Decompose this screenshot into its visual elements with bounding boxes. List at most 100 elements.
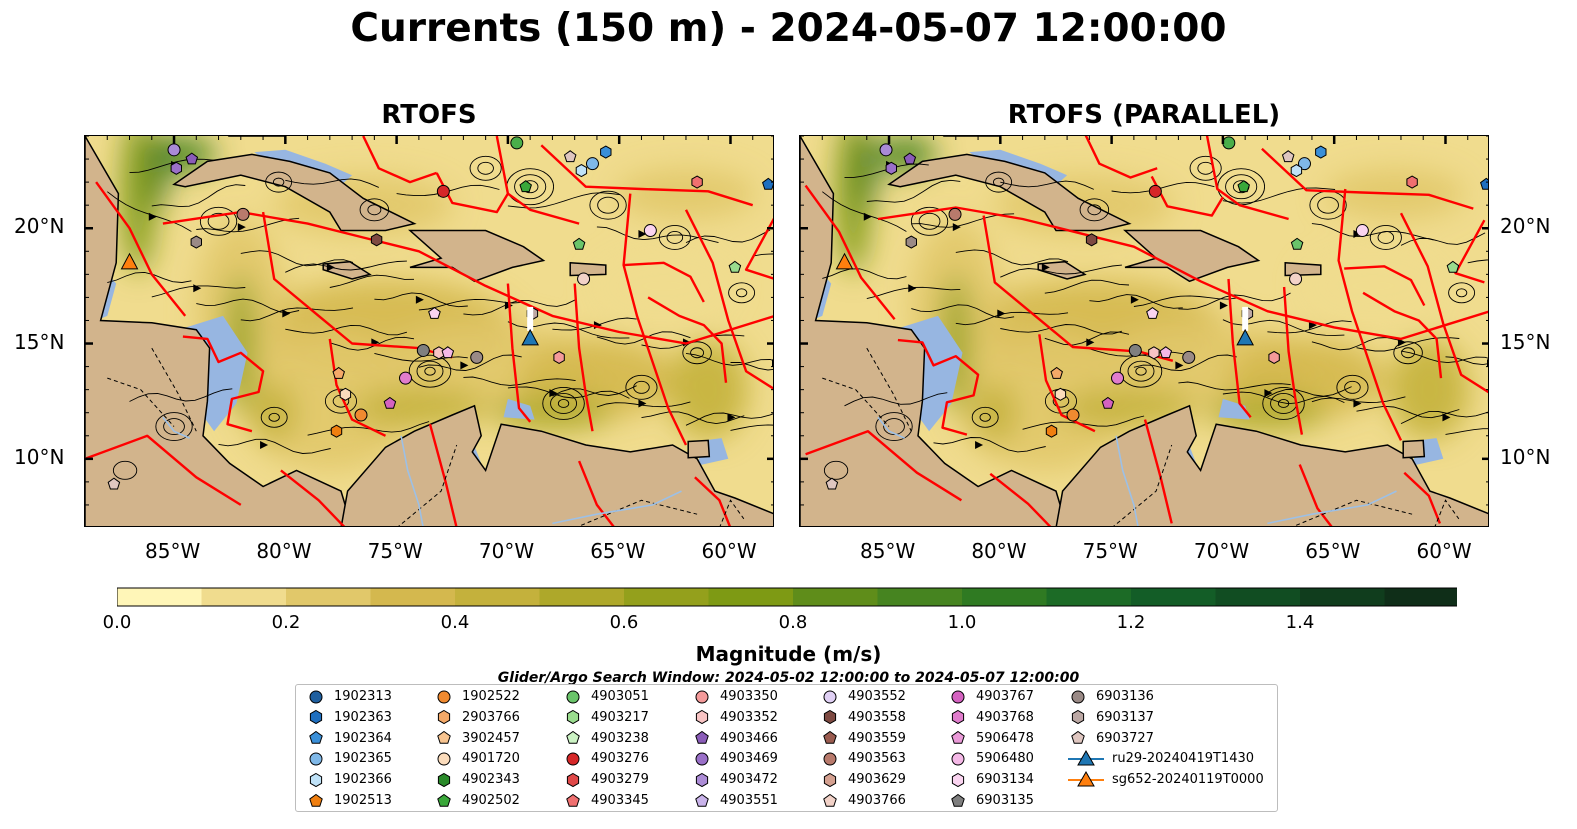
streamline bbox=[240, 250, 354, 267]
speed-blob bbox=[1302, 250, 1443, 321]
eddy-streamline bbox=[1225, 174, 1258, 200]
legend-marker-icon bbox=[695, 730, 709, 744]
argo-float-marker[interactable] bbox=[1281, 150, 1295, 163]
argo-float-marker[interactable] bbox=[354, 408, 368, 422]
argo-float-marker[interactable] bbox=[1355, 224, 1369, 238]
legend-label: 4903558 bbox=[848, 709, 906, 725]
map-panel-rtofs[interactable] bbox=[84, 135, 774, 527]
argo-float-marker[interactable] bbox=[585, 157, 599, 171]
legend-item: 4901720 bbox=[434, 748, 520, 769]
eez-boundary bbox=[182, 335, 265, 433]
argo-float-marker[interactable] bbox=[1297, 157, 1311, 171]
argo-float-marker[interactable] bbox=[1146, 306, 1159, 319]
argo-float-marker[interactable] bbox=[170, 161, 182, 175]
argo-float-marker[interactable] bbox=[905, 235, 917, 249]
streamline bbox=[552, 385, 637, 397]
argo-float-marker[interactable] bbox=[428, 306, 441, 319]
streamline bbox=[641, 411, 745, 425]
argo-float-marker[interactable] bbox=[553, 350, 565, 364]
argo-float-marker[interactable] bbox=[1148, 346, 1160, 360]
argo-float-marker[interactable] bbox=[330, 424, 343, 438]
argo-float-marker[interactable] bbox=[1066, 408, 1080, 422]
eddy-streamline bbox=[1087, 204, 1102, 216]
colorbar-tick-label: 1.0 bbox=[947, 612, 977, 633]
streamline bbox=[507, 386, 630, 399]
argo-float-marker[interactable] bbox=[399, 371, 413, 385]
argo-float-marker[interactable] bbox=[1045, 424, 1058, 438]
argo-float-marker[interactable] bbox=[107, 477, 121, 490]
argo-float-marker[interactable] bbox=[370, 233, 383, 247]
argo-float-marker[interactable] bbox=[236, 207, 250, 221]
argo-float-marker[interactable] bbox=[903, 152, 917, 165]
argo-float-marker[interactable] bbox=[441, 346, 455, 359]
argo-float-marker[interactable] bbox=[1290, 237, 1304, 250]
argo-float-marker[interactable] bbox=[1315, 145, 1327, 159]
eez-boundary bbox=[694, 476, 731, 526]
argo-float-marker[interactable] bbox=[1406, 175, 1418, 189]
argo-float-marker[interactable] bbox=[383, 396, 397, 409]
argo-float-marker[interactable] bbox=[575, 164, 588, 178]
eddy-streamline bbox=[910, 206, 949, 236]
legend-label: 5906480 bbox=[976, 751, 1034, 767]
eddy-streamline bbox=[1455, 288, 1468, 298]
argo-float-marker[interactable] bbox=[185, 152, 199, 165]
argo-float-marker[interactable] bbox=[948, 207, 962, 221]
argo-float-marker[interactable] bbox=[1148, 184, 1162, 198]
map-svg[interactable] bbox=[800, 136, 1489, 527]
argo-float-marker[interactable] bbox=[1128, 343, 1142, 357]
argo-float-marker[interactable] bbox=[339, 387, 352, 401]
argo-float-marker[interactable] bbox=[1050, 366, 1063, 379]
argo-float-marker[interactable] bbox=[416, 343, 430, 357]
argo-float-marker[interactable] bbox=[332, 366, 345, 379]
argo-float-marker[interactable] bbox=[825, 477, 839, 490]
argo-float-marker[interactable] bbox=[728, 260, 742, 273]
eddy-streamline bbox=[728, 282, 756, 304]
argo-float-marker[interactable] bbox=[1101, 396, 1115, 409]
legend-item: 5906480 bbox=[948, 748, 1034, 769]
argo-float-marker[interactable] bbox=[885, 161, 897, 175]
argo-float-marker[interactable] bbox=[470, 350, 484, 364]
argo-float-marker[interactable] bbox=[762, 177, 774, 190]
argo-float-marker[interactable] bbox=[879, 143, 893, 157]
eez-boundary bbox=[897, 338, 980, 436]
legend-item: 4903466 bbox=[692, 728, 778, 749]
glider-marker-sg652[interactable] bbox=[120, 252, 139, 270]
argo-float-marker[interactable] bbox=[1111, 371, 1125, 385]
streamline bbox=[1445, 356, 1488, 366]
argo-float-marker[interactable] bbox=[600, 145, 612, 159]
legend-marker-icon bbox=[566, 730, 580, 744]
argo-float-marker[interactable] bbox=[1268, 350, 1280, 364]
map-panel-rtofs-parallel[interactable] bbox=[799, 135, 1489, 527]
argo-float-marker[interactable] bbox=[510, 136, 524, 150]
argo-float-marker[interactable] bbox=[1480, 177, 1489, 190]
argo-float-marker[interactable] bbox=[1054, 387, 1067, 401]
argo-float-marker[interactable] bbox=[1159, 346, 1173, 359]
argo-float-marker[interactable] bbox=[1290, 164, 1303, 178]
glider-marker-ru29[interactable] bbox=[521, 328, 539, 346]
argo-float-marker[interactable] bbox=[1446, 260, 1460, 273]
argo-float-marker[interactable] bbox=[1222, 136, 1236, 150]
argo-float-marker[interactable] bbox=[572, 237, 586, 250]
argo-float-marker[interactable] bbox=[1289, 272, 1303, 286]
eddy-streamline bbox=[597, 196, 619, 214]
argo-float-marker[interactable] bbox=[1085, 233, 1098, 247]
argo-float-marker[interactable] bbox=[1237, 180, 1250, 193]
legend-item: 5906478 bbox=[948, 728, 1034, 749]
argo-float-marker[interactable] bbox=[436, 184, 450, 198]
argo-float-marker[interactable] bbox=[519, 180, 532, 193]
map-svg[interactable] bbox=[85, 136, 774, 527]
argo-float-marker[interactable] bbox=[167, 143, 181, 157]
argo-float-marker[interactable] bbox=[691, 175, 703, 189]
streamline bbox=[911, 304, 1015, 319]
argo-float-marker[interactable] bbox=[563, 150, 577, 163]
eez-boundary bbox=[1454, 219, 1486, 284]
argo-float-marker[interactable] bbox=[577, 272, 591, 286]
glider-marker-sg652[interactable] bbox=[835, 252, 854, 270]
argo-float-marker[interactable] bbox=[643, 224, 657, 238]
glider-marker-ru29[interactable] bbox=[1236, 328, 1254, 346]
colorbar-segment bbox=[624, 588, 709, 606]
argo-float-marker[interactable] bbox=[190, 235, 202, 249]
streamline bbox=[685, 352, 773, 366]
argo-float-marker[interactable] bbox=[1182, 350, 1196, 364]
eddy-streamline bbox=[155, 412, 193, 441]
